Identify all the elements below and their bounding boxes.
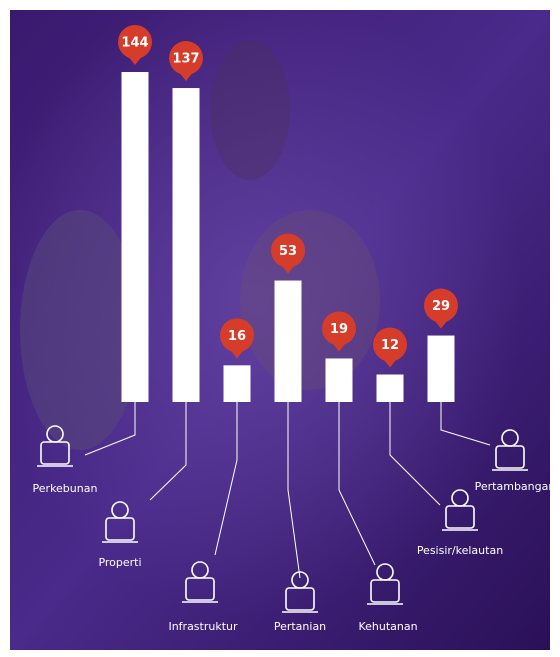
bar (173, 88, 200, 402)
photo-figure (210, 40, 290, 180)
bar (224, 365, 251, 402)
category-label: Infrastruktur (168, 620, 238, 633)
value-label: 29 (432, 299, 450, 314)
category-label: Kehutanan (358, 620, 417, 633)
category-label: Pesisir/kelautan (417, 544, 503, 557)
category-label: Pertambangan (475, 480, 556, 493)
value-label: 53 (279, 244, 297, 259)
value-label: 12 (381, 338, 399, 353)
category-label: Pertanian (274, 620, 326, 633)
category-label: Properti (98, 556, 141, 569)
bar (275, 281, 302, 402)
value-label: 144 (121, 36, 148, 51)
infographic: 144 Perkebunan 137 Properti 16 Infrastruktur 5… (0, 0, 560, 657)
photo-figure (240, 210, 380, 390)
bar (428, 336, 455, 402)
category-label: Perkebunan (33, 482, 98, 495)
bar (377, 375, 404, 403)
value-label: 137 (172, 52, 199, 67)
value-label: 19 (330, 322, 348, 337)
bar (326, 358, 353, 402)
value-label: 16 (228, 329, 246, 344)
bar (122, 72, 149, 402)
